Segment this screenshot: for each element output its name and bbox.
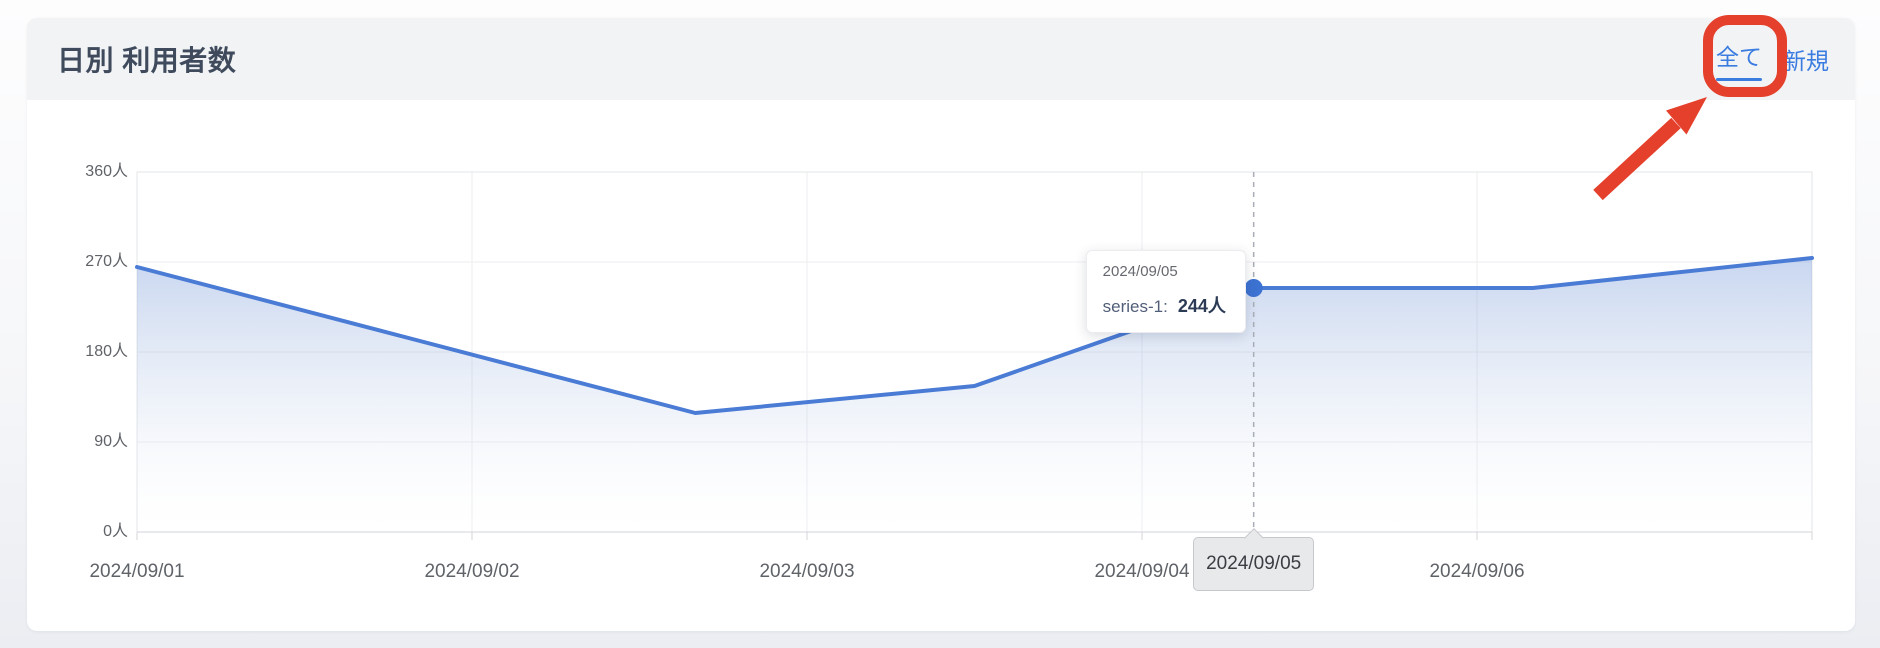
tab-all-label: 全て [1716,43,1762,70]
red-circle-annotation [1703,15,1787,97]
card-title: 日別 利用者数 [57,45,237,76]
card-header: 日別 利用者数 全て 新規 [27,18,1855,100]
axis-pointer-label: 2024/09/05 [1193,537,1315,591]
filter-tabs: 全て 新規 [1716,38,1829,81]
daily-users-card: 日別 利用者数 全て 新規 [27,18,1855,631]
tab-new[interactable]: 新規 [1783,42,1829,76]
axis-pointer-date: 2024/09/05 [1206,553,1302,574]
active-tab-underline [1716,77,1762,81]
tooltip-date: 2024/09/05 [1102,263,1178,280]
chart-tooltip: 2024/09/05 series-1: 244人 [1085,250,1246,333]
tab-new-label: 新規 [1783,48,1829,74]
tab-all[interactable]: 全て [1716,38,1762,81]
tooltip-value: 244人 [1177,296,1226,316]
tooltip-series-row: series-1: 244人 [1103,292,1245,318]
tooltip-series-label: series-1: [1102,297,1168,316]
